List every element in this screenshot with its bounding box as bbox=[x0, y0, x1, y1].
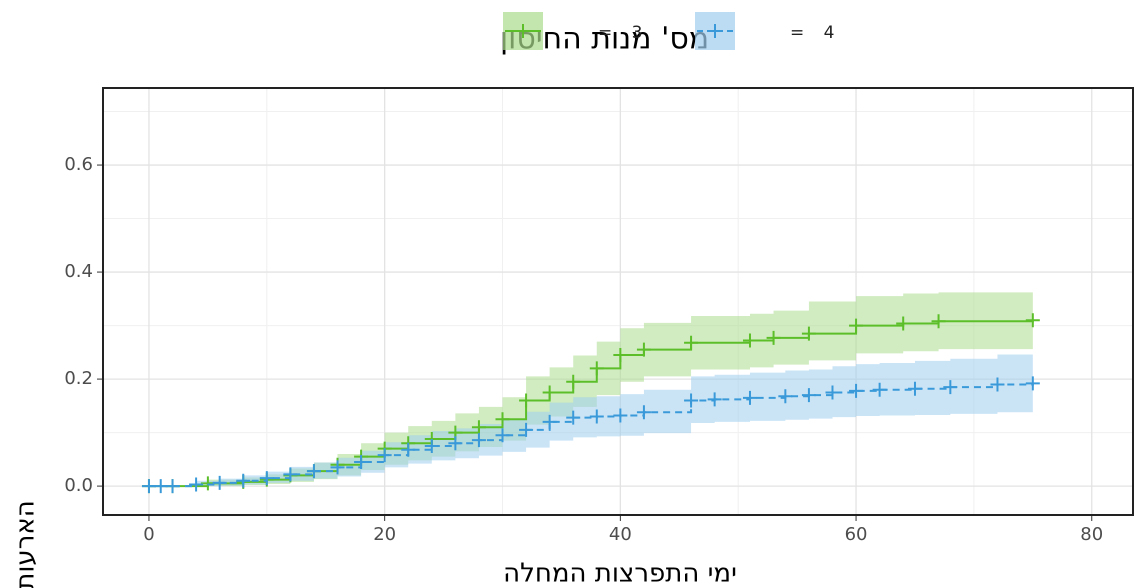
censor-mark bbox=[566, 374, 581, 389]
censor-mark bbox=[636, 405, 651, 420]
censor-mark bbox=[684, 393, 699, 408]
x-tick-label: 0 bbox=[143, 524, 154, 545]
censor-mark bbox=[189, 477, 204, 492]
censor-mark bbox=[766, 330, 781, 345]
x-axis-label: ימי התפרצות המחלה bbox=[503, 559, 737, 588]
y-axis-label: הארעות bbox=[11, 500, 41, 588]
legend-label: = 3 bbox=[598, 23, 642, 43]
legend-key-mark bbox=[516, 24, 530, 38]
censor-mark bbox=[849, 318, 864, 333]
censor-mark bbox=[566, 410, 581, 425]
censor-mark bbox=[542, 385, 557, 400]
censor-mark bbox=[495, 412, 510, 427]
censor-mark bbox=[990, 377, 1005, 392]
censor-mark bbox=[931, 314, 946, 329]
y-tick-label: 0.4 bbox=[64, 261, 93, 282]
censor-mark bbox=[306, 464, 321, 479]
censor-mark bbox=[236, 473, 251, 488]
censor-mark bbox=[259, 471, 274, 486]
censor-mark bbox=[212, 475, 227, 490]
censor-mark bbox=[519, 393, 534, 408]
censor-mark bbox=[872, 382, 887, 397]
censor-mark bbox=[200, 476, 215, 491]
censor-mark bbox=[448, 436, 463, 451]
censor-mark bbox=[943, 380, 958, 395]
censor-mark bbox=[589, 361, 604, 376]
plot-frame bbox=[102, 87, 1134, 516]
censor-mark bbox=[354, 455, 369, 470]
x-tick-label: 60 bbox=[845, 524, 868, 545]
censor-mark bbox=[849, 383, 864, 398]
censor-mark bbox=[471, 420, 486, 435]
censor-mark bbox=[153, 479, 168, 494]
censor-mark bbox=[636, 342, 651, 357]
legend-key-mark bbox=[708, 24, 722, 38]
censor-mark bbox=[825, 385, 840, 400]
censor-mark bbox=[589, 409, 604, 424]
censor-mark bbox=[283, 467, 298, 482]
censor-mark bbox=[801, 326, 816, 341]
censor-mark bbox=[613, 408, 628, 423]
y-tick-label: 0.0 bbox=[64, 475, 93, 496]
censor-mark bbox=[1025, 313, 1040, 328]
censor-mark bbox=[907, 381, 922, 396]
x-tick-label: 20 bbox=[373, 524, 396, 545]
censor-mark bbox=[707, 392, 722, 407]
confidence-band bbox=[148, 290, 1033, 487]
censor-mark bbox=[424, 438, 439, 453]
censor-mark bbox=[519, 422, 534, 437]
censor-mark bbox=[896, 316, 911, 331]
y-tick-label: 0.6 bbox=[64, 154, 93, 175]
censor-mark bbox=[684, 335, 699, 350]
censor-mark bbox=[801, 388, 816, 403]
censor-mark bbox=[778, 389, 793, 404]
censor-mark bbox=[330, 460, 345, 475]
censor-mark bbox=[613, 348, 628, 363]
censor-mark bbox=[401, 442, 416, 457]
censor-mark bbox=[1025, 376, 1040, 391]
x-tick-label: 80 bbox=[1080, 524, 1103, 545]
y-tick-label: 0.2 bbox=[64, 368, 93, 389]
legend-label: = 4 bbox=[790, 23, 834, 43]
censor-mark bbox=[542, 414, 557, 429]
censor-mark bbox=[471, 433, 486, 448]
censor-mark bbox=[377, 448, 392, 463]
x-tick-label: 40 bbox=[609, 524, 632, 545]
censor-mark bbox=[165, 479, 180, 494]
censor-mark bbox=[742, 333, 757, 348]
censor-mark bbox=[495, 428, 510, 443]
censor-mark bbox=[742, 390, 757, 405]
censor-mark bbox=[141, 479, 156, 494]
